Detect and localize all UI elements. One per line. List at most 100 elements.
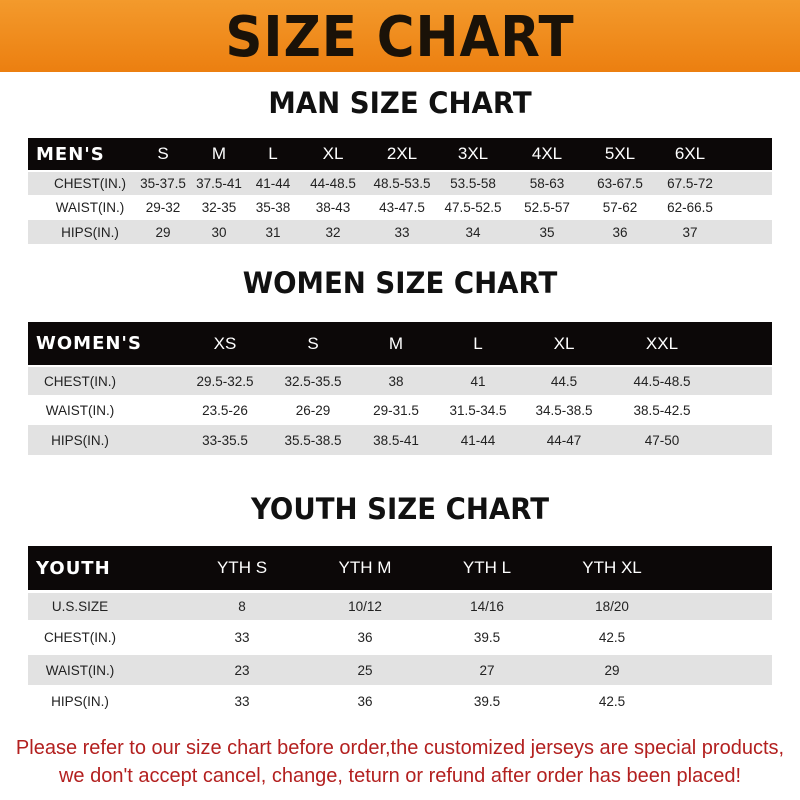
table-cell: 53.5-58: [450, 176, 496, 191]
table-title-cell: WOMEN'S: [36, 333, 142, 354]
size-header: 4XL: [531, 144, 563, 163]
row-label: CHEST(IN.): [44, 630, 116, 645]
table-cell: 33-35.5: [202, 432, 248, 448]
size-header: YTH XL: [582, 558, 642, 577]
row-label: CHEST(IN.): [54, 176, 126, 191]
row-label: U.S.SIZE: [51, 599, 109, 614]
table-cell: 14/16: [470, 599, 504, 614]
table-cell: 33: [394, 224, 410, 240]
table-cell: 37: [682, 224, 698, 240]
row-label: HIPS(IN.): [51, 432, 109, 448]
table-title-cell: MEN'S: [36, 143, 105, 165]
table-cell: 33: [234, 630, 250, 645]
order-notice: Please refer to our size chart before or…: [0, 734, 800, 790]
table-row: HIPS(IN.) 33 36 39.5 42.5: [28, 685, 772, 717]
table-cell: 38.5-42.5: [633, 402, 691, 418]
table-row: WAIST(IN.) 23.5-26 26-29 29-31.5 31.5-34.5 34…: [28, 395, 772, 425]
table-cell: 48.5-53.5: [373, 176, 431, 191]
table-cell: 41-44: [460, 432, 496, 448]
women-section-title: WOMEN SIZE CHART: [242, 266, 558, 300]
table-cell: 31.5-34.5: [449, 402, 507, 418]
size-header: 3XL: [457, 144, 489, 163]
table-cell: 32.5-35.5: [284, 373, 342, 389]
size-header: S: [307, 333, 319, 353]
table-row: WAIST(IN.) 29-32 32-35 35-38 38-43 43-47.5 47.…: [28, 195, 772, 220]
table-row: U.S.SIZE 8 10/12 14/16 18/20: [28, 593, 772, 620]
table-cell: 29: [604, 662, 620, 678]
table-cell: 34.5-38.5: [535, 402, 593, 418]
table-cell: 42.5: [598, 630, 626, 645]
table-row: CHEST(IN.) 33 36 39.5 42.5: [28, 620, 772, 655]
table-cell: 52.5-57: [524, 200, 570, 215]
table-header-row: YOUTH YTH S YTH M YTH L YTH XL: [28, 546, 772, 590]
banner: SIZE CHART: [0, 0, 800, 72]
table-cell: 31: [265, 224, 281, 240]
table-cell: 32: [325, 224, 341, 240]
table-cell: 58-63: [529, 176, 565, 191]
table-header-row: MEN'S S M L XL 2XL 3XL 4XL 5XL 6XL: [28, 138, 772, 170]
table-row: WAIST(IN.) 23 25 27 29: [28, 655, 772, 685]
youth-section-title: YOUTH SIZE CHART: [250, 492, 550, 526]
size-header: XXL: [645, 333, 679, 353]
table-cell: 44-47: [546, 432, 582, 448]
table-cell: 30: [211, 224, 227, 240]
table-cell: 37.5-41: [196, 176, 242, 191]
table-cell: 18/20: [595, 599, 629, 614]
table-cell: 36: [357, 630, 373, 645]
table-cell: 36: [357, 693, 373, 709]
table-cell: 26-29: [295, 402, 331, 418]
size-header: 6XL: [674, 144, 706, 163]
table-cell: 10/12: [348, 599, 382, 614]
row-label: WAIST(IN.): [55, 200, 125, 215]
size-header: YTH L: [462, 558, 512, 577]
table-cell: 33: [234, 693, 250, 709]
table-cell: 8: [238, 599, 246, 614]
table-cell: 34: [465, 224, 481, 240]
row-label: WAIST(IN.): [45, 402, 115, 418]
table-cell: 43-47.5: [379, 200, 425, 215]
size-header: YTH M: [338, 558, 392, 577]
table-cell: 23: [234, 662, 250, 678]
size-header: 2XL: [386, 144, 418, 163]
size-header: XL: [322, 144, 344, 163]
table-cell: 29.5-32.5: [196, 373, 254, 389]
size-header: M: [388, 333, 404, 353]
notice-line-1: Please refer to our size chart before or…: [15, 737, 785, 759]
table-cell: 47-50: [644, 432, 680, 448]
table-cell: 35-37.5: [140, 176, 186, 191]
size-header: XS: [213, 333, 237, 353]
table-cell: 57-62: [602, 200, 638, 215]
men-section-title: MAN SIZE CHART: [268, 86, 532, 120]
table-cell: 35-38: [255, 200, 291, 215]
table-row: HIPS(IN.) 33-35.5 35.5-38.5 38.5-41 41-44 44-…: [28, 425, 772, 455]
notice-line-2: we don't accept cancel, change, teturn o…: [58, 765, 742, 787]
table-title-cell: YOUTH: [36, 557, 111, 579]
size-header: S: [157, 144, 169, 163]
row-label: CHEST(IN.): [44, 373, 116, 389]
size-header: 5XL: [604, 144, 636, 163]
table-cell: 27: [479, 662, 495, 678]
table-cell: 39.5: [473, 630, 501, 645]
table-cell: 32-35: [201, 200, 237, 215]
table-cell: 36: [612, 224, 628, 240]
table-cell: 39.5: [473, 693, 501, 709]
size-header: M: [211, 144, 227, 163]
table-header-row: WOMEN'S XS S M L XL XXL: [28, 322, 772, 365]
table-cell: 44-48.5: [310, 176, 356, 191]
row-label: HIPS(IN.): [61, 224, 119, 240]
page-title: SIZE CHART: [225, 5, 575, 70]
table-cell: 23.5-26: [202, 402, 248, 418]
table-cell: 41-44: [255, 176, 291, 191]
row-label: WAIST(IN.): [45, 662, 115, 678]
table-cell: 42.5: [598, 693, 626, 709]
table-cell: 63-67.5: [597, 176, 643, 191]
table-cell: 44.5: [550, 373, 578, 389]
size-header: L: [268, 144, 278, 163]
table-row: HIPS(IN.) 29 30 31 32 33 34 35 36 37: [28, 220, 772, 244]
table-cell: 47.5-52.5: [444, 200, 502, 215]
size-header: XL: [553, 333, 575, 353]
table-cell: 25: [357, 662, 373, 678]
table-cell: 38.5-41: [373, 432, 419, 448]
table-cell: 29: [155, 224, 171, 240]
size-header: YTH S: [216, 558, 268, 577]
